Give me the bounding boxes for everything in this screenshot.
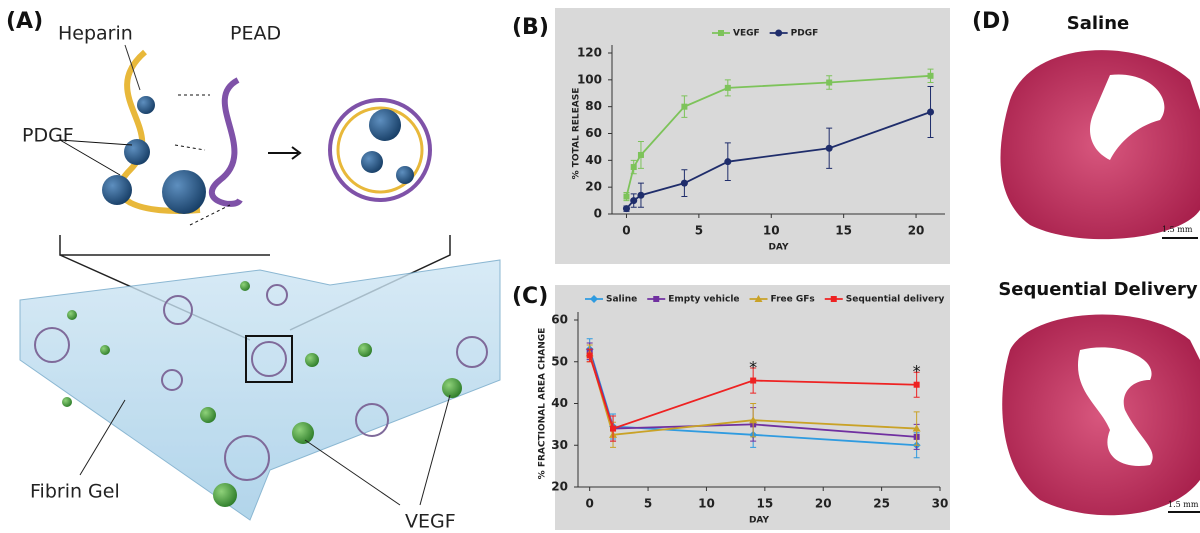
marker	[587, 352, 593, 358]
marker	[725, 85, 731, 91]
y-tick-label: 60	[585, 126, 602, 140]
chart: (B) 0 20 40 60 80 100 120 0 5 10 15 20 DAY % TOTAL REL…	[512, 8, 950, 264]
vegf	[213, 483, 237, 507]
x-tick-label: 25	[873, 497, 890, 511]
annotation: *	[913, 362, 921, 381]
pdgf	[396, 166, 414, 184]
image-title: Saline	[1067, 13, 1129, 34]
marker	[724, 158, 731, 165]
marker	[750, 378, 756, 384]
legend-label: Empty vehicle	[668, 295, 739, 305]
y-tick-label: 40	[585, 153, 602, 167]
x-tick-label: 15	[756, 497, 773, 511]
x-tick-label: 5	[644, 497, 652, 511]
pdgf	[361, 151, 383, 173]
scale-label: 1.5 mm	[1168, 500, 1199, 509]
pdgf	[124, 139, 150, 165]
legend-label: Free GFs	[771, 295, 815, 305]
x-tick-label: 10	[698, 497, 715, 511]
pdgf	[162, 170, 206, 214]
marker	[623, 194, 629, 200]
marker	[826, 145, 833, 152]
marker	[681, 104, 687, 110]
marker	[637, 192, 644, 199]
marker	[638, 152, 644, 158]
chart: (C) 20 30 40 50 60 0 5 10 15 20 25 30 DAY % FRACTIONAL…	[512, 284, 950, 530]
marker	[826, 80, 832, 86]
x-tick-label: 0	[622, 224, 630, 238]
legend-label: PDGF	[791, 29, 819, 39]
image-title: Sequential Delivery	[998, 279, 1198, 300]
x-tick-label: 0	[585, 497, 593, 511]
panel-d: (D) Saline Sequential Delivery 1.5 mm 1.…	[972, 9, 1200, 515]
pdgf	[369, 109, 401, 141]
marker	[630, 197, 637, 204]
legend-label: Saline	[606, 295, 637, 305]
y-tick-label: 30	[551, 438, 568, 452]
plot-background	[555, 8, 950, 264]
marker	[928, 73, 934, 79]
x-axis-title: DAY	[749, 516, 770, 526]
y-tick-label: 40	[551, 396, 568, 410]
figure: (A) Heparin PEAD PDGF Fibrin Gel VEGF	[0, 0, 1200, 533]
vegf	[67, 310, 77, 320]
x-tick-label: 20	[908, 224, 925, 238]
tissue-section	[1002, 315, 1200, 516]
panel-label: (B)	[512, 15, 549, 40]
marker	[653, 296, 659, 302]
scale-label: 1.5 mm	[1162, 225, 1193, 234]
vegf	[100, 345, 110, 355]
pead-strand	[212, 80, 240, 204]
vegf	[200, 407, 216, 423]
legend-label: Sequential delivery	[846, 295, 945, 305]
legend-label: VEGF	[733, 29, 760, 39]
y-tick-label: 100	[577, 72, 602, 86]
x-tick-label: 5	[695, 224, 703, 238]
x-tick-label: 20	[815, 497, 832, 511]
vegf	[358, 343, 372, 357]
label: PEAD	[230, 23, 281, 45]
marker	[681, 180, 688, 187]
y-tick-label: 120	[577, 46, 602, 60]
panel-label: (A)	[6, 9, 43, 34]
vegf	[240, 281, 250, 291]
x-tick-label: 30	[932, 497, 949, 511]
annotation: *	[749, 358, 757, 377]
y-tick-label: 60	[551, 313, 568, 327]
marker	[718, 30, 724, 36]
vegf	[62, 397, 72, 407]
label: Fibrin Gel	[30, 481, 120, 503]
panel-a: (A) Heparin PEAD PDGF Fibrin Gel VEGF	[6, 9, 500, 533]
pdgf	[102, 175, 132, 205]
y-tick-label: 80	[585, 99, 602, 113]
y-tick-label: 50	[551, 354, 568, 368]
y-tick-label: 20	[585, 180, 602, 194]
label: Heparin	[58, 23, 133, 45]
marker	[610, 426, 616, 432]
arrow	[268, 147, 300, 159]
y-tick-label: 20	[551, 480, 568, 494]
vegf	[442, 378, 462, 398]
y-axis-title: % FRACTIONAL AREA CHANGE	[538, 328, 548, 480]
y-axis-title: % TOTAL RELEASE	[572, 88, 582, 180]
pdgf	[137, 96, 155, 114]
marker	[775, 30, 782, 37]
x-axis-title: DAY	[768, 243, 789, 253]
x-tick-label: 10	[763, 224, 780, 238]
x-tick-label: 15	[835, 224, 852, 238]
marker	[623, 205, 630, 212]
y-tick-label: 0	[594, 207, 602, 221]
panel-label: (C)	[512, 284, 548, 309]
panel-label: (D)	[972, 9, 1010, 34]
label: VEGF	[405, 511, 456, 533]
marker	[631, 164, 637, 170]
marker	[927, 109, 934, 116]
marker	[831, 296, 837, 302]
vegf	[305, 353, 319, 367]
marker	[914, 382, 920, 388]
vegf	[292, 422, 314, 444]
